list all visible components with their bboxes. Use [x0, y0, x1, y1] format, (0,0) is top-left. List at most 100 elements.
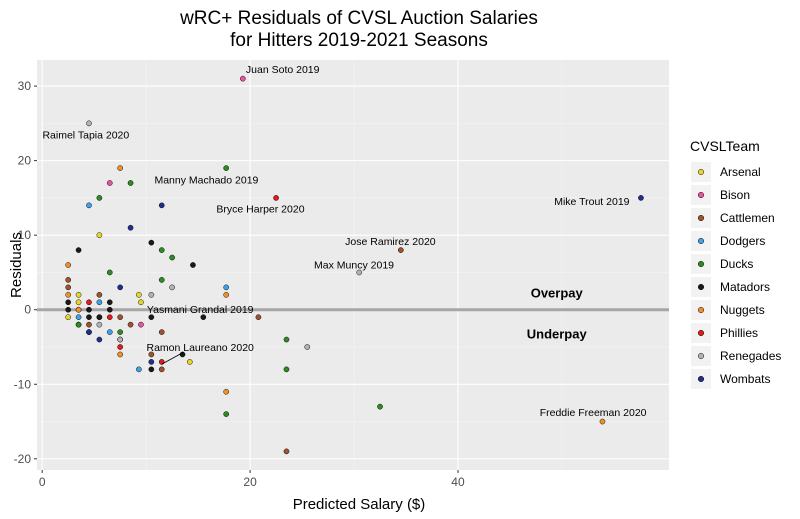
point-ducks [158, 247, 165, 253]
point-matadors [106, 299, 113, 306]
y-tick-label: -10 [14, 377, 32, 391]
x-tick-label: 40 [451, 475, 465, 489]
point-annotation: Juan Soto 2019 [246, 64, 320, 76]
point-wombats [638, 195, 644, 201]
point-ducks [117, 329, 123, 335]
point-dodgers [75, 314, 82, 321]
point-cattlemen [148, 351, 155, 358]
legend-label-wombats: Wombats [720, 372, 770, 386]
legend-key-matadors [697, 283, 705, 291]
y-tick-label: 30 [18, 79, 32, 93]
legend-key-ducks [697, 260, 705, 268]
point-annotation: Jose Ramirez 2020 [345, 236, 436, 248]
point-cattlemen [283, 448, 290, 455]
point-ducks [158, 277, 165, 283]
point-wombats [86, 329, 92, 335]
point-renegades [86, 120, 92, 127]
legend-key-phillies [697, 329, 705, 337]
point-matadors [106, 306, 113, 313]
point-annotations: Juan Soto 2019 Raimel Tapia 2020 Manny Mac… [42, 64, 646, 419]
plot-panel [37, 60, 669, 470]
point-phillies [273, 195, 279, 201]
point-nuggets [117, 165, 123, 171]
legend-label-renegades: Renegades [720, 349, 781, 363]
point-ducks [106, 269, 113, 276]
point-cattlemen [158, 329, 165, 335]
point-bison [106, 180, 113, 186]
point-cattlemen [117, 314, 123, 321]
region-label: Overpay [531, 286, 584, 301]
point-ducks [223, 165, 230, 171]
y-tick-label: -20 [14, 452, 32, 466]
point-phillies [117, 344, 123, 350]
point-nuggets [75, 306, 82, 313]
point-wombats [117, 284, 123, 291]
point-bison [239, 75, 246, 82]
axis-ticks: -20 -10 0 10 20 30 0 20 40 [14, 79, 465, 489]
point-arsenal [136, 291, 142, 298]
point-renegades [356, 269, 363, 276]
y-tick-label: 10 [18, 228, 32, 242]
legend-key-bison [697, 191, 705, 199]
point-wombats [96, 336, 103, 343]
legend-label-arsenal: Arsenal [720, 165, 761, 179]
point-arsenal [138, 299, 144, 306]
point-annotation: Max Muncy 2019 [314, 259, 394, 271]
region-label: Underpay [527, 327, 588, 342]
point-wombats [148, 359, 155, 365]
point-nuggets [223, 388, 230, 395]
point-matadors [65, 299, 72, 306]
legend-label-phillies: Phillies [720, 326, 758, 340]
point-matadors [86, 314, 92, 321]
point-matadors [75, 247, 82, 253]
legend-label-bison: Bison [720, 188, 750, 202]
legend-label-ducks: Ducks [720, 257, 753, 271]
point-annotation: Bryce Harper 2020 [216, 203, 304, 215]
point-renegades [169, 284, 175, 291]
point-arsenal [96, 232, 103, 239]
point-ducks [377, 403, 383, 410]
point-ducks [169, 254, 175, 261]
point-ducks [223, 411, 230, 417]
point-arsenal [186, 359, 193, 365]
point-annotation: Manny Machado 2019 [154, 174, 258, 186]
point-cattlemen [255, 314, 262, 321]
point-dodgers [96, 299, 103, 306]
x-tick-label: 20 [243, 475, 257, 489]
legend-title: CVSLTeam [690, 138, 760, 154]
point-cattlemen [96, 291, 103, 298]
y-tick-label: 0 [24, 303, 31, 317]
point-annotation: Yasmani Grandal 2019 [147, 304, 254, 316]
point-matadors [148, 314, 155, 321]
x-tick-label: 0 [39, 475, 46, 489]
legend-label-matadors: Matadors [720, 280, 770, 294]
point-wombats [158, 202, 165, 209]
point-arsenal [75, 291, 82, 298]
point-dodgers [223, 284, 230, 291]
point-renegades [96, 321, 103, 328]
point-nuggets [117, 351, 123, 358]
point-cattlemen [158, 366, 165, 373]
point-matadors [148, 366, 155, 373]
legend-key-cattlemen [697, 214, 705, 222]
point-cattlemen [65, 284, 72, 291]
legend-label-cattlemen: Cattlemen [720, 211, 775, 225]
legend-key-dodgers [697, 237, 705, 245]
point-ducks [283, 336, 290, 343]
point-nuggets [599, 418, 606, 425]
point-ducks [75, 321, 82, 328]
y-axis-title: Residuals [8, 232, 25, 298]
point-ducks [96, 195, 103, 201]
point-phillies [86, 299, 92, 306]
point-cattlemen [397, 247, 404, 253]
legend-label-nuggets: Nuggets [720, 303, 765, 317]
point-nuggets [65, 262, 72, 268]
legend-label-dodgers: Dodgers [720, 234, 765, 248]
point-bison [138, 321, 144, 328]
point-renegades [148, 291, 155, 298]
legend: CVSLTeam Arsenal Bison Cattlemen Dodgers Duc… [690, 138, 781, 389]
point-cattlemen [65, 277, 72, 283]
legend-key-wombats [697, 375, 705, 383]
legend-key-renegades [697, 352, 705, 360]
